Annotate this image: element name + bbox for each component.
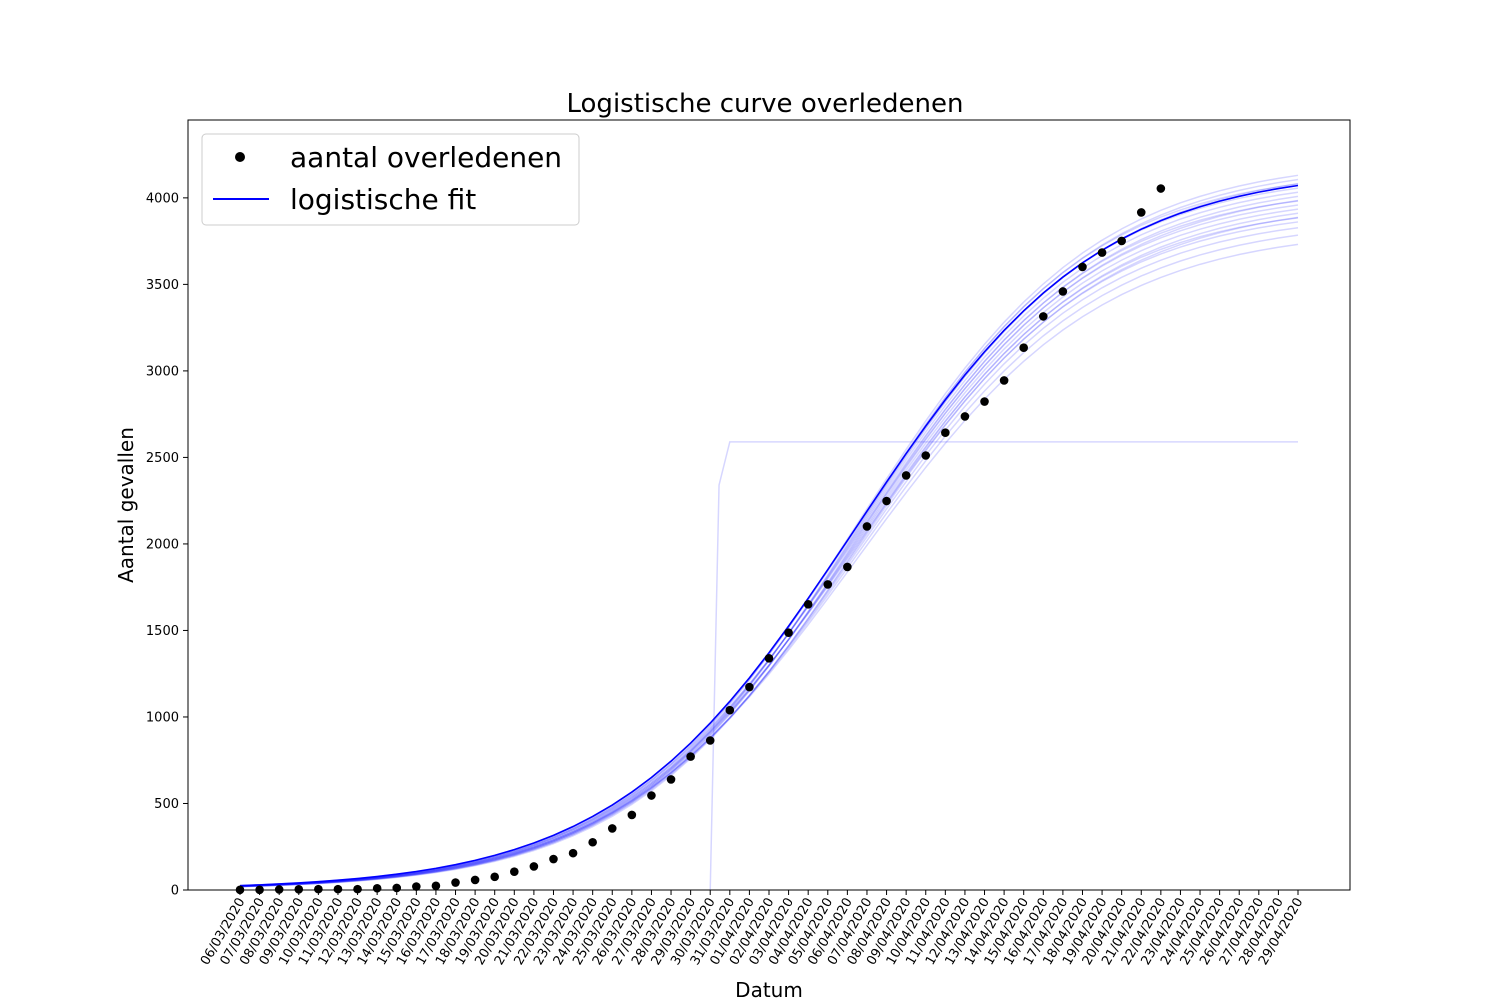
- y-tick-label: 2500: [146, 451, 179, 466]
- data-point: [1078, 262, 1087, 272]
- bootstrap-fit-line: [239, 217, 1299, 888]
- bootstrap-fit-line: [239, 216, 1299, 887]
- data-point: [1136, 208, 1146, 217]
- data-point: [490, 872, 500, 882]
- legend-label-points: aantal overledenen: [290, 141, 562, 174]
- data-point: [941, 428, 950, 437]
- data-point: [705, 736, 715, 745]
- bootstrap-fit-line: [239, 200, 1299, 888]
- bootstrap-fit-line: [239, 234, 1299, 887]
- data-point: [999, 376, 1009, 385]
- data-point: [627, 810, 637, 820]
- data-point: [333, 884, 343, 894]
- data-point: [431, 881, 441, 891]
- data-point: [823, 580, 833, 589]
- bootstrap-fit-line: [239, 182, 1299, 887]
- bootstrap-fit-line: [239, 187, 1299, 888]
- data-point: [294, 885, 304, 894]
- bootstrap-fit-line: [239, 226, 1299, 888]
- data-point: [725, 705, 735, 715]
- data-point: [470, 875, 480, 885]
- data-point: [862, 522, 872, 531]
- plot-frame: [187, 119, 1351, 891]
- bootstrap-fit-line: [239, 199, 1299, 887]
- legend: aantal overledenen logistische fit: [201, 133, 580, 226]
- y-tick-label: 3500: [146, 278, 179, 293]
- data-point: [314, 884, 323, 894]
- chart-title: Logistische curve overledenen: [567, 89, 964, 119]
- y-tick-label: 3000: [146, 364, 179, 379]
- legend-frame: [201, 133, 580, 226]
- y-tick-label: 1000: [146, 710, 179, 725]
- data-point: [568, 848, 578, 858]
- y-tick-label: 0: [171, 884, 179, 899]
- y-tick-label: 500: [154, 797, 179, 812]
- data-point: [647, 791, 656, 800]
- y-tick-label: 1500: [146, 624, 179, 639]
- bootstrap-fit-line: [239, 212, 1299, 887]
- x-axis-label: Datum: [735, 978, 803, 1000]
- data-point: [1117, 236, 1126, 246]
- data-point: [1058, 287, 1068, 296]
- bootstrap-fit-layer: [239, 174, 1299, 891]
- data-point: [843, 562, 852, 572]
- data-point: [529, 862, 539, 871]
- bootstrap-fit-line: [239, 243, 1299, 887]
- data-point: [921, 451, 931, 460]
- bootstrap-fit-line: [239, 183, 1299, 888]
- data-point: [412, 882, 421, 891]
- bootstrap-fit-line: [239, 174, 1299, 887]
- data-point: [353, 884, 362, 894]
- data-point: [764, 654, 774, 663]
- fit-line: [239, 184, 1299, 887]
- data-point: [686, 752, 695, 761]
- y-tick-label: 2000: [146, 537, 179, 552]
- data-point: [803, 600, 813, 609]
- y-axis: 0 500 1000 1500 2000 2500 3000 3500 4000: [146, 191, 188, 899]
- data-point: [745, 682, 754, 692]
- legend-marker-points: [235, 152, 245, 162]
- data-point: [784, 628, 793, 637]
- data-point: [980, 397, 989, 406]
- main-fit-layer: [239, 184, 1299, 887]
- data-point: [451, 878, 460, 887]
- bootstrap-fit-line: [239, 178, 1299, 887]
- data-point: [1019, 343, 1028, 353]
- y-tick-label: 4000: [146, 191, 179, 206]
- data-point: [960, 412, 970, 421]
- bootstrap-fit-line: [239, 191, 1299, 887]
- data-points-layer: [235, 184, 1166, 895]
- data-point: [882, 496, 891, 506]
- bootstrap-fit-line: [239, 204, 1299, 888]
- bootstrap-fit-line: [239, 208, 1299, 887]
- data-point: [607, 824, 617, 833]
- bootstrap-fit-line: [239, 195, 1299, 887]
- y-axis-label: Aantal gevallen: [114, 427, 138, 583]
- legend-label-fit: logistische fit: [290, 183, 476, 216]
- bootstrap-step-line: [709, 441, 1298, 891]
- x-axis: 06/03/202007/03/202008/03/202009/03/2020…: [198, 890, 1306, 968]
- data-point: [901, 471, 911, 480]
- data-point: [549, 854, 558, 864]
- data-point: [1156, 184, 1166, 193]
- data-point: [666, 775, 676, 784]
- data-point: [274, 885, 284, 894]
- data-point: [588, 837, 597, 847]
- data-point: [1039, 312, 1048, 321]
- data-point: [510, 867, 519, 876]
- bootstrap-fit-line: [239, 221, 1299, 888]
- data-point: [1097, 248, 1107, 257]
